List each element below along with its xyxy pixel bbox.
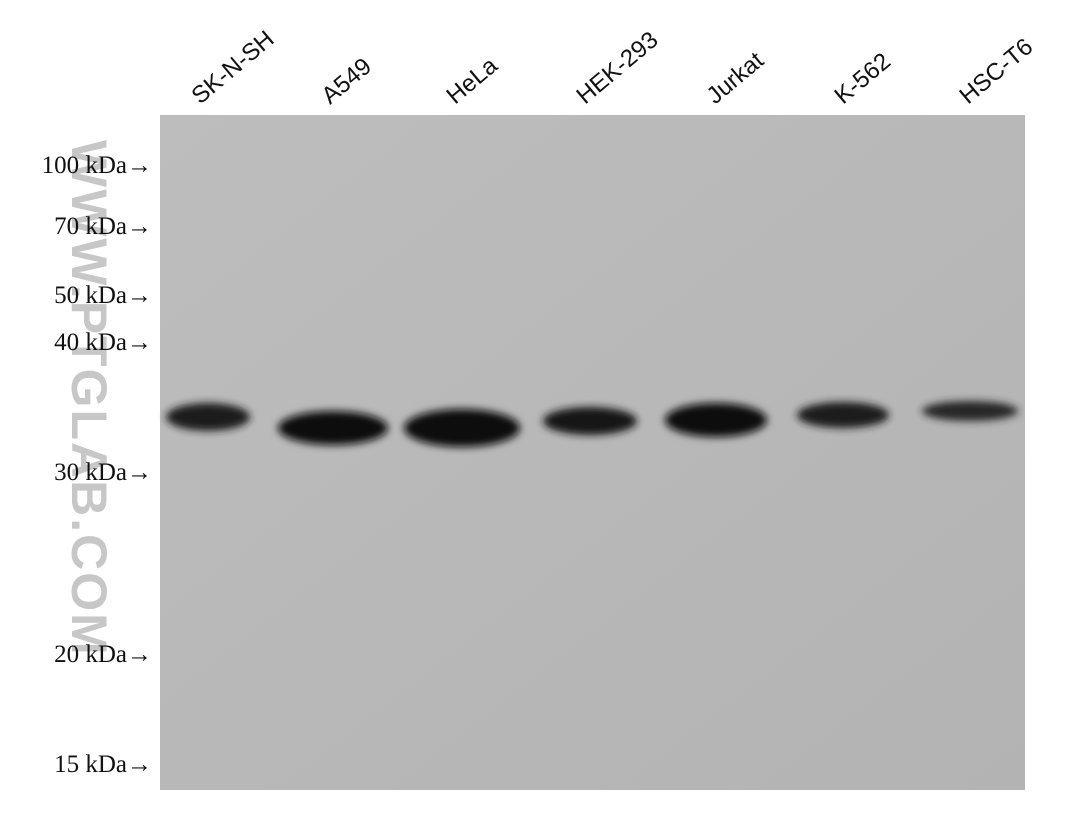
marker-label: 20 kDa→ <box>54 641 152 668</box>
watermark: WWW.PTGLAB.COM <box>61 140 117 657</box>
marker-label: 70 kDa→ <box>54 213 152 240</box>
lane-label: HeLa <box>442 52 504 110</box>
lane-label: A549 <box>317 53 377 110</box>
band <box>543 407 637 435</box>
band <box>922 401 1018 421</box>
lane-label: K-562 <box>830 48 896 110</box>
marker-label: 40 kDa→ <box>54 329 152 356</box>
lane-label: HEK-293 <box>572 26 664 109</box>
bands <box>166 401 1018 447</box>
lane-label: Jurkat <box>702 47 770 110</box>
band <box>665 403 767 437</box>
marker-label: 15 kDa→ <box>54 751 152 778</box>
band <box>797 402 889 428</box>
band <box>166 403 250 431</box>
marker-label: 50 kDa→ <box>54 282 152 309</box>
band <box>404 409 520 447</box>
lane-label: SK-N-SH <box>187 25 280 109</box>
membrane <box>160 115 1025 790</box>
marker-label: 30 kDa→ <box>54 459 152 486</box>
marker-label: 100 kDa→ <box>42 152 152 179</box>
lane-label: HSC-T6 <box>955 33 1039 109</box>
band <box>278 411 388 445</box>
